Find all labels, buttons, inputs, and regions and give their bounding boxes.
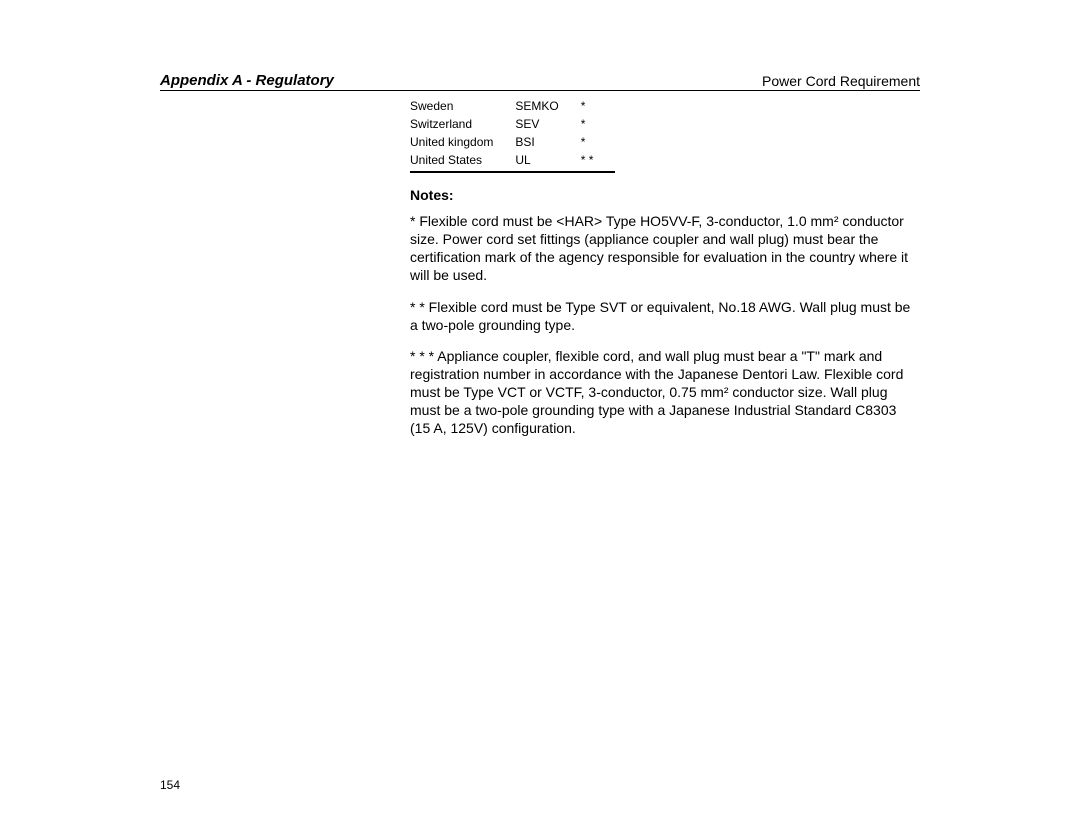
page-number: 154 <box>160 778 180 792</box>
page-header: Appendix A - Regulatory Power Cord Requi… <box>160 72 920 91</box>
table-row: Sweden SEMKO * <box>410 97 615 115</box>
agency-cell: BSI <box>515 133 580 151</box>
note-paragraph: * * * Appliance coupler, flexible cord, … <box>410 348 920 438</box>
mark-cell: * <box>581 97 616 115</box>
country-cell: Sweden <box>410 97 515 115</box>
country-cell: United States <box>410 151 515 172</box>
table-row: United States UL * * <box>410 151 615 172</box>
note-paragraph: * * Flexible cord must be Type SVT or eq… <box>410 299 920 335</box>
mark-cell: * <box>581 133 616 151</box>
content-area: Sweden SEMKO * Switzerland SEV * United … <box>410 97 920 438</box>
country-cell: United kingdom <box>410 133 515 151</box>
agency-cell: SEMKO <box>515 97 580 115</box>
mark-cell: * <box>581 115 616 133</box>
note-paragraph: * Flexible cord must be <HAR> Type HO5VV… <box>410 213 920 285</box>
country-cell: Switzerland <box>410 115 515 133</box>
header-title-right: Power Cord Requirement <box>762 73 920 89</box>
header-title-left: Appendix A - Regulatory <box>160 72 334 89</box>
mark-cell: * * <box>581 151 616 172</box>
agency-cell: SEV <box>515 115 580 133</box>
notes-heading: Notes: <box>410 187 920 203</box>
table-row: United kingdom BSI * <box>410 133 615 151</box>
certification-table: Sweden SEMKO * Switzerland SEV * United … <box>410 97 615 173</box>
table-row: Switzerland SEV * <box>410 115 615 133</box>
agency-cell: UL <box>515 151 580 172</box>
